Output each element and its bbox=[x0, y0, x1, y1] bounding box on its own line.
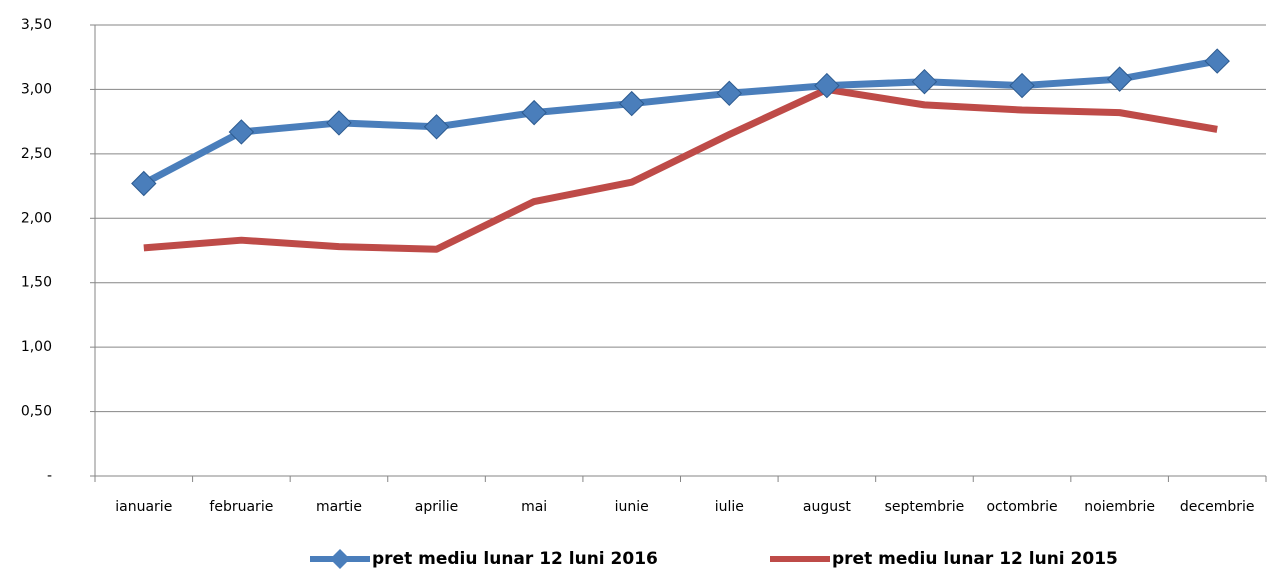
y-tick-label: 2,50 bbox=[21, 146, 52, 162]
point bbox=[716, 80, 742, 107]
x-tick-label: decembrie bbox=[1180, 499, 1255, 515]
point bbox=[911, 68, 938, 95]
y-tick-label: 2,00 bbox=[21, 210, 52, 226]
x-tick-label: septembrie bbox=[885, 499, 965, 515]
y-tick-label: 3,00 bbox=[21, 81, 52, 97]
point bbox=[423, 114, 450, 140]
x-tick-label: octombrie bbox=[986, 499, 1057, 515]
x-tick-label: mai bbox=[521, 499, 547, 515]
y-tick-label: 0,50 bbox=[21, 404, 52, 420]
point bbox=[228, 119, 255, 145]
point bbox=[326, 110, 352, 136]
series-line bbox=[143, 85, 1218, 253]
x-tick-label: iunie bbox=[615, 499, 649, 515]
x-tick-label: noiembrie bbox=[1084, 499, 1155, 515]
point bbox=[1204, 48, 1230, 74]
y-tick-label: 3,50 bbox=[21, 17, 52, 33]
x-tick-label: februarie bbox=[209, 499, 273, 515]
x-tick-label: iulie bbox=[715, 499, 744, 515]
y-tick-label: 1,00 bbox=[21, 339, 52, 355]
series-line bbox=[142, 57, 1218, 187]
point bbox=[131, 170, 157, 197]
legend-marker bbox=[330, 549, 350, 569]
point bbox=[814, 72, 840, 99]
point bbox=[1009, 72, 1035, 99]
point bbox=[521, 99, 547, 126]
x-tick-label: aprilie bbox=[415, 499, 459, 515]
y-tick-label: 1,50 bbox=[21, 275, 52, 291]
x-tick-label: ianuarie bbox=[115, 499, 172, 515]
y-tick-label: - bbox=[47, 468, 52, 484]
point bbox=[1106, 66, 1133, 92]
point bbox=[619, 90, 645, 117]
legend-label: pret mediu lunar 12 luni 2015 bbox=[832, 549, 1118, 569]
x-tick-label: august bbox=[803, 499, 852, 515]
legend-label: pret mediu lunar 12 luni 2016 bbox=[372, 549, 658, 569]
x-tick-label: martie bbox=[316, 499, 362, 515]
